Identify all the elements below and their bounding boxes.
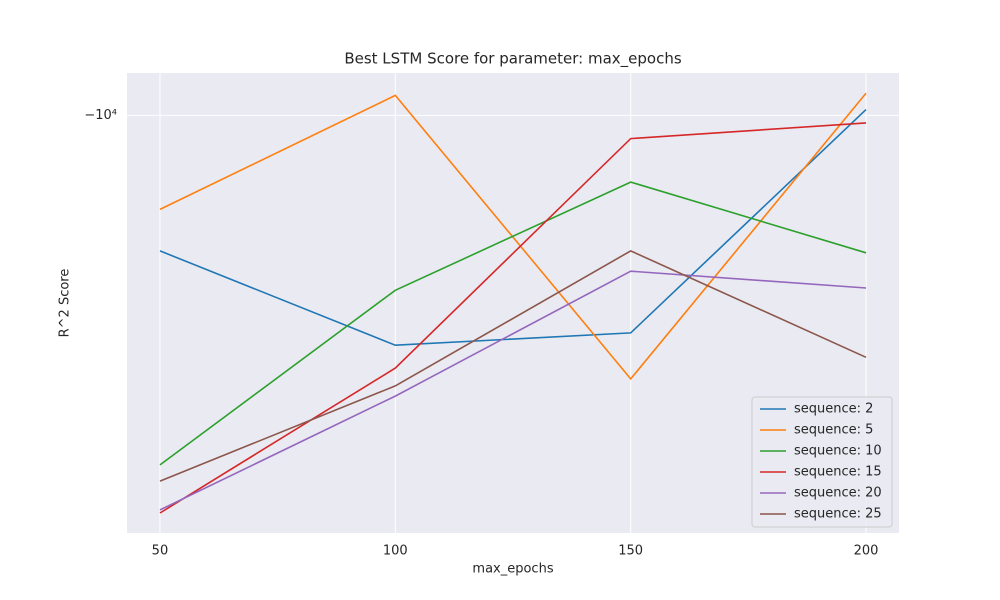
legend-label: sequence: 20 [794, 486, 882, 501]
legend-box [751, 396, 893, 528]
series-line [159, 270, 867, 511]
y-axis-label: R^2 Score [58, 269, 73, 338]
legend: sequence: 2 sequence: 5 sequence: 10 sequen… [751, 396, 893, 528]
x-tick-label: 50 [152, 544, 169, 559]
legend-label: sequence: 10 [794, 444, 882, 459]
x-tick-label: 200 [854, 544, 879, 559]
series-line [159, 109, 867, 347]
series-line [159, 250, 867, 482]
series-line [159, 92, 867, 381]
x-tick-label: 150 [618, 544, 643, 559]
legend-label: sequence: 2 [794, 402, 873, 417]
legend-label: sequence: 5 [794, 423, 873, 438]
legend-label: sequence: 25 [794, 507, 882, 522]
y-tick-label: −10⁴ [84, 108, 117, 123]
chart-title: Best LSTM Score for parameter: max_epoch… [344, 50, 682, 69]
x-tick-label: 100 [383, 544, 408, 559]
x-axis-label: max_epochs [472, 562, 553, 577]
legend-label: sequence: 15 [794, 465, 882, 480]
series-line [159, 181, 867, 466]
series-line [159, 122, 867, 514]
